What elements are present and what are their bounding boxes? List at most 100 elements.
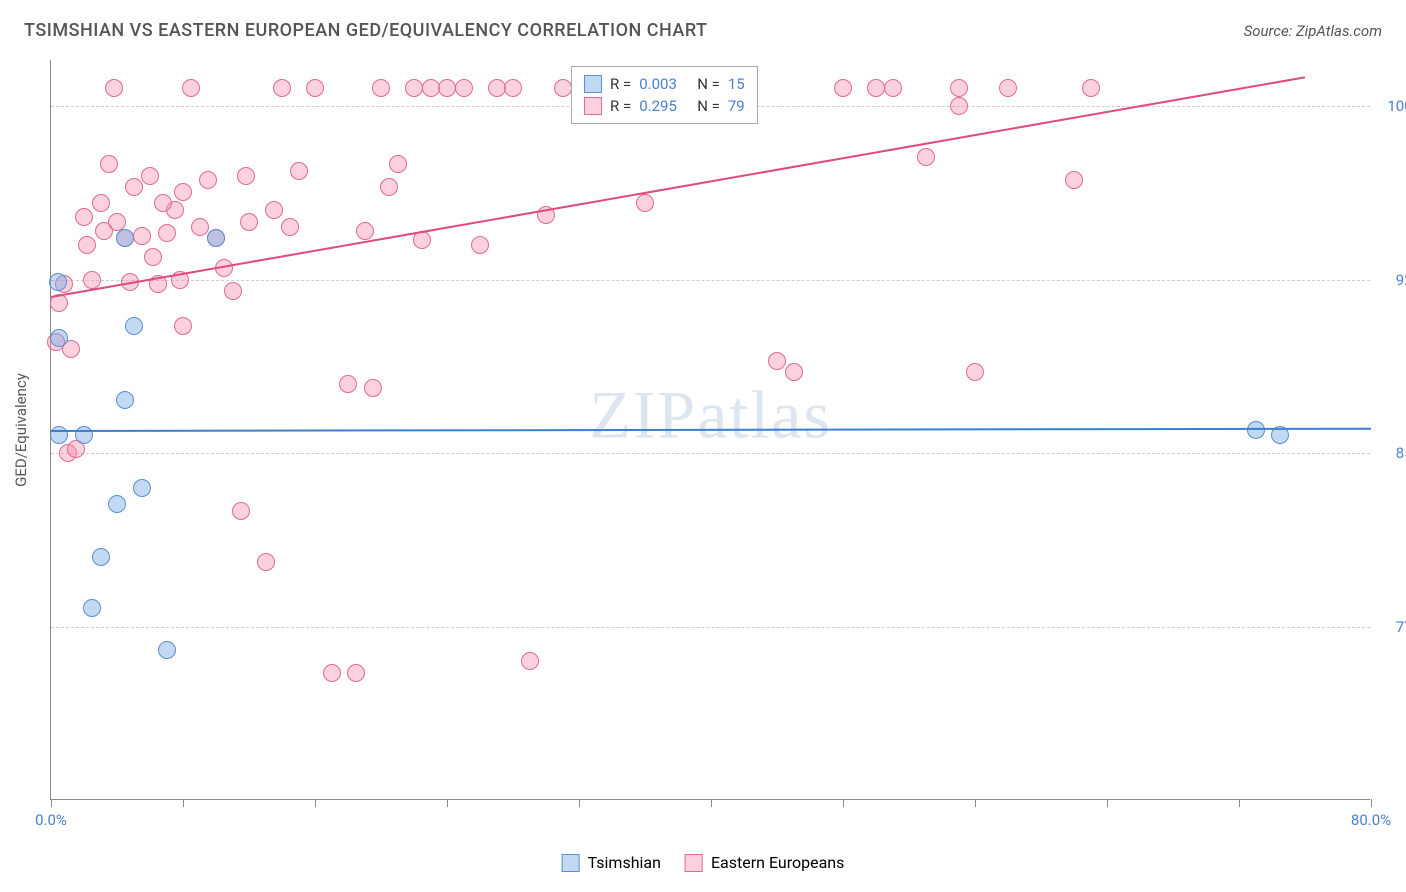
x-tick-label: 80.0% [1351, 811, 1391, 829]
legend-label-eastern-europeans: Eastern Europeans [711, 853, 844, 872]
gridline [51, 627, 1370, 628]
data-point [554, 79, 572, 97]
data-point [174, 317, 192, 335]
y-axis-label: GED/Equivalency [12, 373, 30, 487]
x-tick [1107, 799, 1108, 807]
data-point [75, 208, 93, 226]
data-point [105, 79, 123, 97]
x-tick [1239, 799, 1240, 807]
data-point [999, 79, 1017, 97]
x-tick [183, 799, 184, 807]
data-point [108, 495, 126, 513]
data-point [154, 194, 172, 212]
data-point [380, 178, 398, 196]
data-point [75, 426, 93, 444]
y-tick-label: 77.5% [1376, 618, 1406, 636]
data-point [174, 183, 192, 201]
stats-swatch [584, 75, 602, 93]
trend-line [51, 428, 1371, 432]
data-point [100, 155, 118, 173]
data-point [224, 282, 242, 300]
stats-r-value: 0.003 [639, 75, 689, 93]
data-point [488, 79, 506, 97]
data-point [339, 375, 357, 393]
bottom-legend: Tsimshian Eastern Europeans [562, 853, 845, 872]
data-point [133, 479, 151, 497]
data-point [116, 229, 134, 247]
data-point [257, 553, 275, 571]
data-point [273, 79, 291, 97]
data-point [834, 79, 852, 97]
data-point [281, 218, 299, 236]
stats-legend-row: R = 0.295 N = 79 [584, 95, 745, 117]
gridline [51, 280, 1370, 281]
data-point [306, 79, 324, 97]
data-point [1247, 421, 1265, 439]
data-point [347, 664, 365, 682]
data-point [158, 641, 176, 659]
data-point [83, 599, 101, 617]
stats-n-label: N = [697, 97, 720, 115]
data-point [50, 426, 68, 444]
data-point [950, 97, 968, 115]
stats-r-value: 0.295 [639, 97, 689, 115]
swatch-tsimshian [562, 854, 580, 872]
data-point [141, 167, 159, 185]
x-tick [975, 799, 976, 807]
data-point [785, 363, 803, 381]
x-tick [51, 799, 52, 807]
data-point [50, 329, 68, 347]
x-tick [447, 799, 448, 807]
data-point [364, 379, 382, 397]
data-point [636, 194, 654, 212]
data-point [422, 79, 440, 97]
data-point [207, 229, 225, 247]
source-label: Source: ZipAtlas.com [1244, 22, 1382, 40]
x-tick [315, 799, 316, 807]
data-point [199, 171, 217, 189]
x-tick [711, 799, 712, 807]
data-point [372, 79, 390, 97]
data-point [471, 236, 489, 254]
data-point [389, 155, 407, 173]
x-tick [1371, 799, 1372, 807]
stats-n-value: 79 [728, 97, 745, 115]
data-point [356, 222, 374, 240]
stats-r-label: R = [610, 75, 631, 93]
data-point [116, 391, 134, 409]
x-tick-label: 0.0% [35, 811, 67, 829]
data-point [240, 213, 258, 231]
x-tick [843, 799, 844, 807]
x-tick [579, 799, 580, 807]
gridline [51, 453, 1370, 454]
stats-r-label: R = [610, 97, 631, 115]
data-point [504, 79, 522, 97]
stats-swatch [584, 97, 602, 115]
data-point [917, 148, 935, 166]
data-point [237, 167, 255, 185]
stats-legend-row: R =0.003N =15 [584, 73, 745, 95]
chart-title: TSIMSHIAN VS EASTERN EUROPEAN GED/EQUIVA… [24, 20, 708, 41]
stats-legend: R = 0.003 N = 15 R = 0.295 N = 79 [571, 66, 758, 124]
stats-n-value: 15 [728, 75, 745, 93]
chart-plot-area: GED/Equivalency ZIPatlas 77.5%85.0%92.5%… [50, 60, 1370, 800]
data-point [191, 218, 209, 236]
swatch-eastern-europeans [685, 854, 703, 872]
data-point [867, 79, 885, 97]
data-point [1082, 79, 1100, 97]
y-tick-label: 92.5% [1376, 271, 1406, 289]
data-point [158, 224, 176, 242]
data-point [125, 317, 143, 335]
data-point [521, 652, 539, 670]
y-tick-label: 85.0% [1376, 444, 1406, 462]
data-point [438, 79, 456, 97]
data-point [182, 79, 200, 97]
data-point [265, 201, 283, 219]
legend-item-tsimshian: Tsimshian [562, 853, 661, 872]
data-point [290, 162, 308, 180]
data-point [405, 79, 423, 97]
data-point [133, 227, 151, 245]
data-point [950, 79, 968, 97]
data-point [92, 548, 110, 566]
data-point [125, 178, 143, 196]
